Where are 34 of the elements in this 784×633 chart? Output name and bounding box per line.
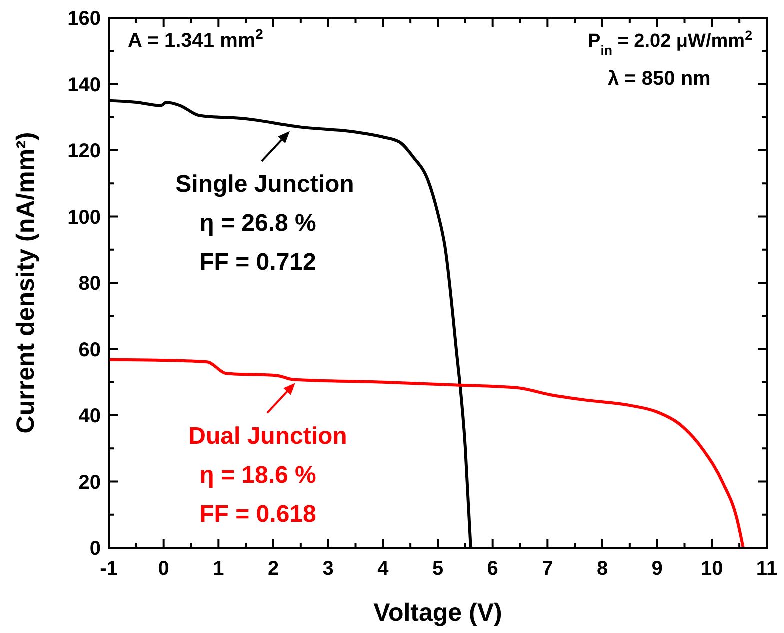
x-tick-label: -1 (100, 558, 118, 580)
y-tick-label: 160 (68, 8, 101, 30)
y-tick-label: 60 (78, 339, 101, 362)
y-tick-label: 120 (68, 140, 101, 162)
y-tick-label: 20 (78, 472, 101, 494)
y-tick-label: 0 (90, 538, 101, 560)
x-tick-label: 0 (158, 558, 170, 580)
x-tick-label: 6 (487, 558, 498, 580)
x-tick-label: 3 (322, 558, 334, 580)
annotation: η = 18.6 % (200, 462, 316, 489)
y-tick-label: 40 (78, 406, 101, 428)
y-tick-label: 100 (68, 206, 101, 229)
y-axis-title: Current density (nA/mm²) (12, 132, 40, 434)
x-tick-label: 1 (213, 558, 224, 580)
annotation: A = 1.341 mm$^{2}$ (128, 26, 264, 52)
line-series (108, 358, 745, 550)
y-tick-label: 80 (78, 273, 101, 295)
annotation: FF = 0.618 (200, 501, 316, 528)
annotation: P$_{in}$ = 2.02 μW/mm$^{2}$ (588, 28, 752, 58)
annotation: η = 26.8 % (200, 210, 316, 237)
x-tick-label: 7 (542, 558, 554, 580)
x-tick-label: 4 (378, 558, 390, 580)
x-axis-title: Voltage (V) (374, 599, 502, 627)
x-tick-label: 11 (756, 558, 778, 580)
x-tick-label: 8 (596, 558, 608, 580)
annotation: Single Junction (176, 171, 354, 198)
x-tick-label: 5 (432, 558, 444, 580)
annotation: FF = 0.712 (200, 249, 316, 276)
x-tick-label: 10 (701, 558, 724, 580)
x-tick-label: 2 (268, 558, 280, 580)
annotation: λ = 850 nm (608, 68, 711, 90)
x-tick-label: 9 (652, 558, 663, 580)
y-tick-label: 140 (68, 74, 101, 96)
annotation: Dual Junction (188, 423, 348, 450)
